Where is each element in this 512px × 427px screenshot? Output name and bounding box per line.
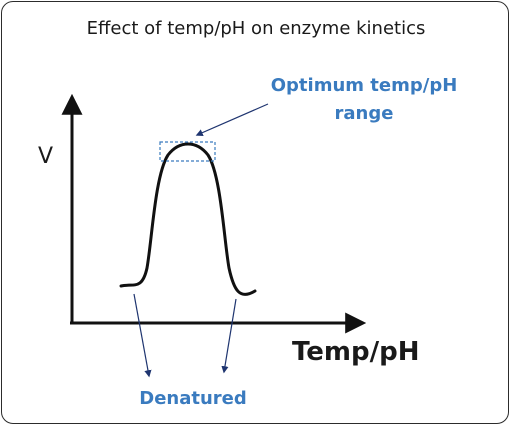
y-axis-label: V <box>38 144 53 169</box>
denatured-arrow-right <box>221 298 237 374</box>
diagram-title: Effect of temp/pH on enzyme kinetics <box>87 18 426 39</box>
optimum-arrow <box>195 103 269 136</box>
enzyme-activity-curve <box>119 142 257 296</box>
optimum-label-line2: range <box>335 103 394 124</box>
denatured-arrow-left <box>133 293 152 378</box>
denatured-label: Denatured <box>139 388 247 409</box>
optimum-range-box <box>159 141 216 162</box>
optimum-label-line1: Optimum temp/pH <box>271 75 458 96</box>
x-axis-label: Temp/pH <box>292 337 420 367</box>
